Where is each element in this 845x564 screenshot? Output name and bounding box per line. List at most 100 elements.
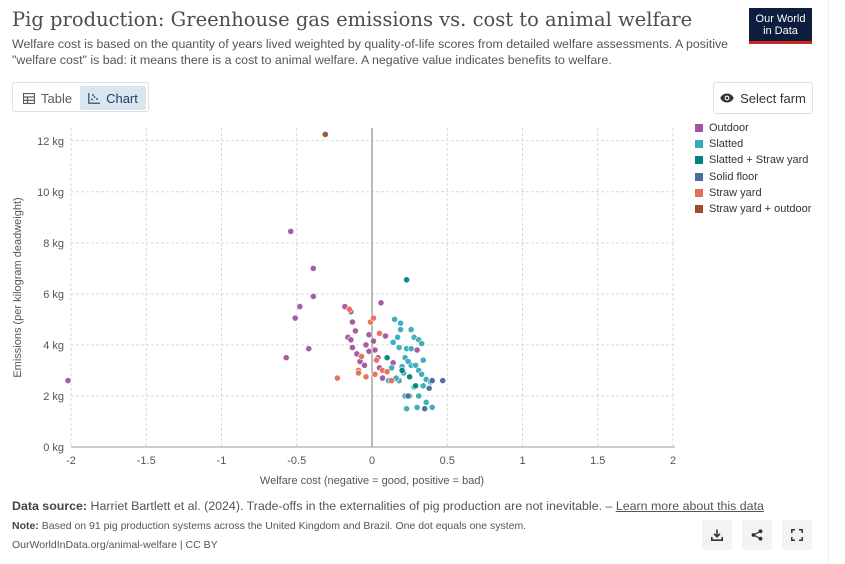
data-point-slatted bbox=[412, 361, 419, 369]
data-point-straw-yard bbox=[355, 369, 362, 377]
legend-label: Slatted bbox=[709, 138, 744, 151]
download-icon bbox=[711, 529, 723, 541]
legend-label: Solid floor bbox=[709, 170, 758, 183]
legend-label: Straw yard + outdoor bbox=[709, 203, 812, 216]
data-point-slatted bbox=[403, 405, 410, 413]
data-point-straw-yard bbox=[383, 368, 391, 376]
share-button[interactable] bbox=[742, 520, 772, 550]
tab-table-label: Table bbox=[41, 90, 73, 106]
chart-title: Pig production: Greenhouse gas emissions… bbox=[12, 8, 693, 31]
data-point-outdoor bbox=[291, 314, 299, 322]
data-point-slatted bbox=[419, 382, 427, 390]
data-point-straw-yard bbox=[333, 374, 341, 382]
table-icon bbox=[23, 92, 35, 104]
chart-url[interactable]: OurWorldInData.org/animal-welfare | CC B… bbox=[12, 539, 218, 551]
data-point-outdoor bbox=[309, 264, 317, 272]
note-text: Based on 91 pig production systems acros… bbox=[41, 520, 527, 532]
data-point-slatted bbox=[404, 358, 412, 365]
legend-item[interactable]: Straw yard + outdoor bbox=[695, 201, 811, 217]
legend-swatch bbox=[695, 140, 703, 149]
data-point-slatted bbox=[391, 315, 398, 323]
data-point-outdoor bbox=[348, 318, 356, 326]
data-point-straw-yard bbox=[373, 356, 380, 364]
data-point-solid-floor bbox=[421, 405, 429, 413]
legend-label: Outdoor bbox=[709, 122, 749, 135]
legend-swatch bbox=[695, 124, 703, 133]
data-point-outdoor bbox=[305, 345, 313, 353]
source-label: Data source: bbox=[12, 499, 88, 513]
y-tick-label: 6 kg bbox=[43, 289, 64, 301]
data-point-slatted-straw-yard bbox=[403, 276, 410, 284]
data-point-solid-floor bbox=[425, 384, 433, 392]
chart-subtitle: Welfare cost is based on the quantity of… bbox=[12, 37, 729, 67]
data-point-outdoor bbox=[351, 327, 359, 335]
data-point-solid-floor bbox=[428, 377, 436, 384]
scatter-chart-icon bbox=[88, 92, 101, 104]
data-point-solid-floor bbox=[439, 377, 447, 384]
learn-more-link[interactable]: Learn more about this data bbox=[615, 499, 764, 513]
data-point-outdoor bbox=[362, 341, 370, 349]
y-tick-label: 4 kg bbox=[43, 340, 64, 352]
download-button[interactable] bbox=[702, 520, 732, 550]
data-point-outdoor bbox=[347, 336, 355, 344]
chart-note: Note: Based on 91 pig production systems… bbox=[12, 520, 526, 532]
data-point-straw-yard bbox=[376, 329, 383, 337]
data-point-slatted bbox=[389, 338, 397, 346]
data-point-outdoor bbox=[377, 299, 385, 307]
legend-item[interactable]: Solid floor bbox=[695, 169, 811, 185]
data-point-outdoor bbox=[348, 344, 356, 351]
tab-chart-label: Chart bbox=[106, 90, 138, 106]
data-point-slatted bbox=[418, 340, 426, 347]
data-point-slatted bbox=[395, 344, 403, 351]
data-point-slatted bbox=[422, 398, 430, 406]
tab-table[interactable]: Table bbox=[15, 86, 80, 110]
y-axis-title: Emissions (per kilogram deadweight) bbox=[12, 197, 24, 377]
legend-item[interactable]: Outdoor bbox=[695, 120, 811, 136]
data-point-slatted bbox=[407, 326, 415, 333]
scatter-chart: 0 kg 2 kg 4 kg 6 kg 8 kg 10 kg 12 kg -2 -1.5 -1 -0… bbox=[12, 128, 676, 487]
logo-line-2: in Data bbox=[763, 25, 798, 37]
data-point-outdoor bbox=[382, 332, 389, 340]
data-point-slatted bbox=[394, 333, 401, 341]
legend-swatch bbox=[695, 188, 703, 197]
x-tick-label: -0.5 bbox=[287, 455, 306, 467]
data-point-slatted bbox=[397, 326, 404, 333]
legend-item[interactable]: Straw yard bbox=[695, 185, 811, 201]
x-tick-label: 1 bbox=[519, 455, 525, 467]
legend-item[interactable]: Slatted bbox=[695, 136, 811, 152]
view-tabs: Table Chart bbox=[12, 82, 149, 112]
owid-logo[interactable]: Our World in Data bbox=[749, 8, 812, 44]
data-point-slatted bbox=[397, 319, 404, 327]
data-point-outdoor bbox=[309, 292, 317, 300]
data-point-slatted-straw-yard bbox=[406, 373, 413, 381]
chart-legend: Outdoor Slatted Slatted + Straw yard Solid … bbox=[695, 120, 811, 217]
y-tick-label: 0 kg bbox=[43, 442, 64, 454]
data-point-straw-yard bbox=[388, 377, 395, 384]
legend-swatch bbox=[695, 205, 703, 214]
y-tick-label: 12 kg bbox=[37, 136, 64, 148]
x-tick-label: 0.5 bbox=[440, 455, 455, 467]
fullscreen-icon bbox=[791, 529, 803, 541]
data-point-slatted bbox=[428, 403, 436, 411]
fullscreen-button[interactable] bbox=[782, 520, 812, 550]
data-point-outdoor bbox=[371, 346, 379, 354]
x-tick-label: -1.5 bbox=[137, 455, 156, 467]
data-point-slatted bbox=[388, 364, 395, 372]
data-point-outdoor bbox=[365, 331, 373, 339]
data-point-slatted bbox=[419, 356, 427, 364]
tab-chart[interactable]: Chart bbox=[80, 86, 146, 110]
logo-line-1: Our World bbox=[755, 13, 806, 25]
select-farm-button[interactable]: Select farm bbox=[713, 82, 813, 114]
legend-swatch bbox=[695, 156, 703, 165]
data-point-straw-yard bbox=[358, 352, 365, 360]
x-tick-label: 2 bbox=[670, 455, 676, 467]
y-tick-label: 2 kg bbox=[43, 391, 64, 403]
data-point-slatted-straw-yard bbox=[398, 366, 406, 374]
note-label: Note: bbox=[12, 520, 39, 532]
select-farm-label: Select farm bbox=[740, 90, 806, 106]
data-point-solid-floor bbox=[404, 392, 412, 400]
data-point-outdoor bbox=[64, 377, 72, 384]
data-point-slatted-straw-yard bbox=[383, 354, 391, 362]
data-point-outdoor bbox=[370, 337, 377, 345]
legend-item[interactable]: Slatted + Straw yard bbox=[695, 152, 811, 168]
